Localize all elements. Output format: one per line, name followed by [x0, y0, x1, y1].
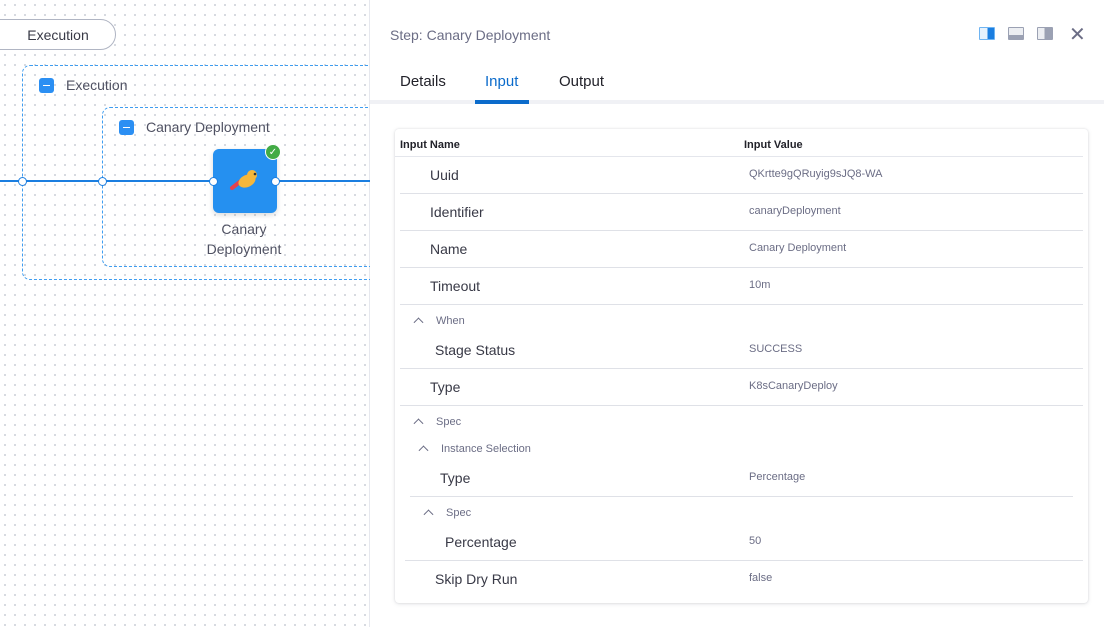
split-bottom-view-icon[interactable] — [1008, 27, 1024, 40]
stage-pill-label: Execution — [27, 26, 89, 43]
step-group-title: Canary Deployment — [146, 119, 270, 135]
chevron-up-icon[interactable] — [418, 445, 429, 456]
step-details-panel: Step: Canary Deployment ✕ Details Input … — [370, 0, 1104, 627]
input-name: Name — [430, 241, 468, 257]
inputs-table: Input Name Input Value Uuid QKrtte9gQRuyi… — [395, 129, 1088, 603]
input-name: Type — [430, 379, 461, 395]
stage-execution-pill[interactable]: Execution — [0, 19, 116, 50]
input-value: SUCCESS — [749, 343, 803, 355]
tab-input[interactable]: Input — [485, 73, 519, 90]
input-name: Uuid — [430, 167, 459, 183]
input-name: Identifier — [430, 204, 484, 220]
chevron-up-icon[interactable] — [413, 418, 424, 429]
input-value: QKrtte9gQRuyig9sJQ8-WA — [749, 168, 883, 180]
connector-port — [18, 177, 27, 186]
row-divider — [400, 193, 1083, 194]
active-tab-indicator — [475, 100, 529, 104]
tab-details[interactable]: Details — [400, 73, 446, 90]
chevron-up-icon[interactable] — [413, 317, 424, 328]
collapse-icon[interactable] — [39, 77, 54, 93]
input-name: Percentage — [445, 534, 517, 550]
connector-port — [98, 177, 107, 186]
input-value: false — [749, 572, 773, 584]
node-label: Canary Deployment — [206, 221, 282, 257]
row-divider — [410, 496, 1073, 497]
row-divider — [405, 560, 1083, 561]
row-divider — [400, 230, 1083, 231]
input-value: Canary Deployment — [749, 242, 847, 254]
panel-title: Step: Canary Deployment — [390, 27, 551, 43]
connector-port — [209, 177, 218, 186]
header-divider — [395, 156, 1083, 157]
collapse-icon[interactable] — [119, 119, 134, 135]
row-divider — [400, 405, 1083, 406]
split-right-view-icon[interactable] — [979, 27, 995, 40]
chevron-up-icon[interactable] — [423, 509, 434, 520]
row-divider — [400, 267, 1083, 268]
row-divider — [400, 304, 1083, 305]
header-input-value: Input Value — [744, 139, 803, 151]
input-value: 10m — [749, 279, 771, 291]
input-value: K8sCanaryDeploy — [749, 380, 838, 392]
group-label: When — [436, 315, 465, 327]
input-name: Type — [440, 470, 471, 486]
connector-line — [277, 180, 370, 182]
pipeline-canvas[interactable]: Execution Execution Canary Deployment ✓ … — [0, 0, 382, 627]
input-value: 50 — [749, 535, 762, 547]
panel-tabs: Details Input Output — [370, 64, 1104, 104]
connector-port — [271, 177, 280, 186]
input-value: canaryDeployment — [749, 205, 841, 217]
group-label: Spec — [436, 416, 462, 428]
execution-group-title: Execution — [66, 77, 128, 93]
header-input-name: Input Name — [400, 139, 460, 151]
input-name: Timeout — [430, 278, 481, 294]
float-view-icon[interactable] — [1037, 27, 1053, 40]
close-icon[interactable]: ✕ — [1069, 24, 1086, 46]
canary-bird-icon — [230, 170, 257, 190]
input-name: Skip Dry Run — [435, 571, 518, 587]
tab-output[interactable]: Output — [559, 73, 605, 90]
group-label: Spec — [446, 507, 472, 519]
input-value: Percentage — [749, 471, 806, 483]
input-name: Stage Status — [435, 342, 516, 358]
success-check-icon: ✓ — [265, 144, 281, 160]
canary-deployment-node[interactable] — [213, 149, 277, 213]
step-group-header[interactable]: Canary Deployment — [119, 119, 270, 135]
row-divider — [400, 368, 1083, 369]
group-label: Instance Selection — [441, 443, 531, 455]
execution-group-header[interactable]: Execution — [39, 77, 127, 93]
